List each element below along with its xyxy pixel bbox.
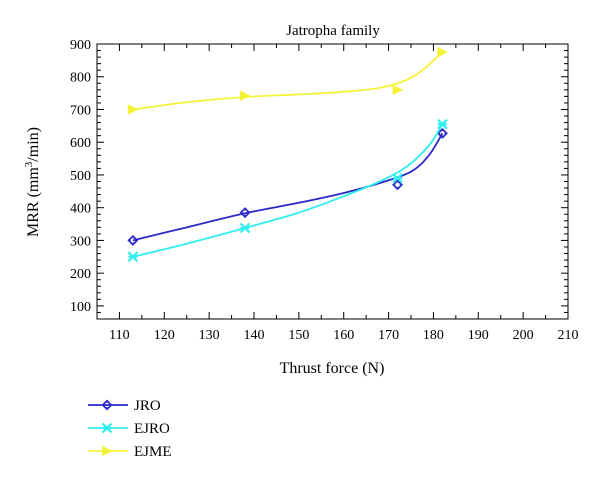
x-tick-label: 180 bbox=[423, 328, 444, 343]
y-tick-label: 100 bbox=[70, 300, 91, 315]
data-point-ejro bbox=[392, 172, 403, 184]
y-tick-label: 400 bbox=[70, 202, 91, 217]
x-tick-label: 110 bbox=[109, 328, 129, 343]
data-point-ejro bbox=[437, 118, 448, 130]
data-point-ejme bbox=[392, 84, 404, 96]
x-axis-title: Thrust force (N) bbox=[280, 360, 385, 377]
y-axis-title: MRR (mm3/min) bbox=[23, 127, 42, 237]
legend-marker-jro bbox=[101, 399, 113, 411]
legend-marker-ejme bbox=[102, 445, 113, 457]
y-axis-title-superscript: 3 bbox=[23, 161, 35, 167]
data-point-jro bbox=[436, 127, 448, 139]
y-tick-label: 300 bbox=[70, 234, 91, 249]
y-tick-label: 800 bbox=[70, 71, 91, 86]
series-line-ejme bbox=[132, 51, 444, 111]
x-tick-label: 190 bbox=[468, 328, 489, 343]
y-axis-title-suffix: /min) bbox=[25, 127, 42, 162]
y-tick-label: 500 bbox=[70, 169, 91, 184]
data-point-ejme bbox=[437, 46, 449, 58]
x-axis: 110 120 130 140 150 160 170 180 190 200 210 bbox=[96, 44, 579, 343]
x-tick-label: 210 bbox=[558, 328, 579, 343]
x-tick-label: 120 bbox=[154, 328, 175, 343]
x-tick-label: 160 bbox=[333, 328, 354, 343]
y-tick-label: 700 bbox=[70, 103, 91, 118]
data-point-ejro bbox=[239, 222, 251, 234]
y-tick-label: 600 bbox=[70, 136, 91, 151]
data-point-jro bbox=[127, 234, 139, 246]
plot-area bbox=[96, 43, 569, 320]
legend-marker-ejro bbox=[101, 422, 113, 434]
data-point-jro bbox=[392, 179, 404, 191]
chart-title: Jatropha family bbox=[286, 23, 380, 39]
x-tick-label: 130 bbox=[199, 328, 220, 343]
data-point-ejme bbox=[240, 90, 251, 102]
y-axis: 100 200 300 400 500 600 700 800 900 bbox=[70, 38, 568, 315]
legend-label-ejme: EJME bbox=[134, 444, 172, 460]
legend: JRO EJRO EJME bbox=[88, 398, 172, 460]
y-axis-title-prefix: MRR (mm bbox=[25, 167, 42, 237]
y-tick-label: 200 bbox=[70, 267, 91, 282]
legend-label-jro: JRO bbox=[134, 398, 161, 414]
y-tick-label: 900 bbox=[70, 38, 91, 53]
series-line-ejro bbox=[132, 123, 444, 258]
legend-label-ejro: EJRO bbox=[134, 421, 170, 437]
series-layer bbox=[127, 46, 449, 263]
data-point-jro bbox=[239, 207, 251, 219]
x-tick-label: 150 bbox=[288, 328, 309, 343]
data-point-ejme bbox=[127, 104, 139, 115]
series-line-jro bbox=[132, 132, 444, 242]
data-point-ejro bbox=[127, 251, 139, 263]
x-tick-label: 200 bbox=[513, 328, 534, 343]
x-tick-label: 140 bbox=[244, 328, 265, 343]
x-tick-label: 170 bbox=[378, 328, 399, 343]
